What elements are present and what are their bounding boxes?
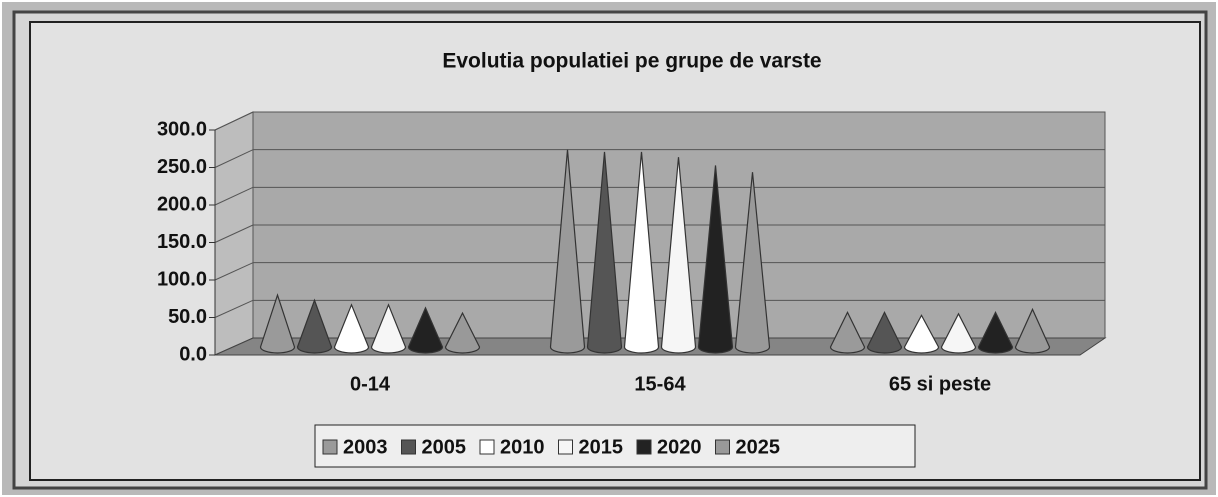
legend-label: 2005 xyxy=(422,436,467,458)
cone xyxy=(940,312,977,354)
legend-label: 2020 xyxy=(657,436,702,458)
cone xyxy=(259,293,296,354)
cone xyxy=(734,172,771,354)
y-tick-label: 200.0 xyxy=(157,193,207,215)
grid-line xyxy=(214,262,254,281)
cone xyxy=(407,306,444,354)
cone xyxy=(866,310,903,354)
cone xyxy=(660,157,697,354)
cone xyxy=(697,165,734,354)
legend-swatch xyxy=(715,439,730,455)
y-tick-label: 0.0 xyxy=(179,343,207,365)
legend-swatch xyxy=(479,439,495,455)
cone xyxy=(370,303,407,354)
y-tick-label: 150.0 xyxy=(157,231,207,253)
cone xyxy=(444,311,481,354)
x-tick-label: 65 si peste xyxy=(889,373,991,395)
y-tick-label: 300.0 xyxy=(157,118,207,140)
x-tick-label: 15-64 xyxy=(634,373,686,395)
grid-line xyxy=(214,186,254,206)
legend-swatch xyxy=(322,439,338,455)
legend-swatch xyxy=(558,439,573,455)
cone xyxy=(829,310,866,354)
grid-line xyxy=(214,224,254,243)
y-tick-label: 100.0 xyxy=(157,268,207,290)
legend-swatch xyxy=(401,439,416,455)
legend-label: 2015 xyxy=(579,436,624,458)
legend-swatch xyxy=(636,439,652,455)
grid-line xyxy=(214,111,254,131)
legend-label: 2010 xyxy=(500,436,545,458)
legend-label: 2003 xyxy=(343,436,388,458)
cone xyxy=(903,314,940,354)
y-tick-label: 50.0 xyxy=(168,306,207,328)
chart-title: Evolutia populatiei pe grupe de varste xyxy=(442,50,821,73)
cone xyxy=(586,151,623,354)
cone xyxy=(977,310,1014,354)
cone xyxy=(296,298,333,354)
grid-line xyxy=(214,299,254,318)
cone xyxy=(1014,307,1051,354)
cone xyxy=(333,303,370,354)
cone xyxy=(623,151,660,354)
x-tick-label: 0-14 xyxy=(350,373,391,395)
y-tick-label: 250.0 xyxy=(157,156,207,178)
legend-label: 2025 xyxy=(736,436,781,458)
cone xyxy=(549,149,586,354)
grid-line xyxy=(214,149,254,168)
